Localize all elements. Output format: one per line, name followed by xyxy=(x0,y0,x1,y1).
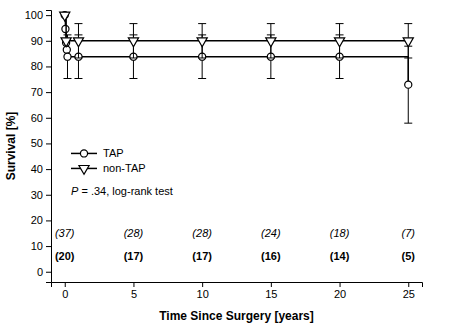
x-tick-mark xyxy=(202,282,203,287)
y-axis: 0 10 20 30 40 50 60 70 80 90 100 xyxy=(25,9,52,282)
y-tick-mark xyxy=(46,66,51,67)
legend-marker xyxy=(79,165,89,174)
x-tick-label: 25 xyxy=(403,288,415,300)
x-tick: 5 xyxy=(131,282,137,300)
y-tick: 30 xyxy=(31,189,51,201)
x-tick: 10 xyxy=(197,282,209,300)
y-tick-mark xyxy=(46,169,51,170)
y-tick: 40 xyxy=(31,163,51,175)
y-tick-label: 40 xyxy=(31,163,43,175)
y-tick-mark xyxy=(46,15,51,16)
y-tick-label: 0 xyxy=(37,266,43,278)
chart: 0 5 10 15 20 25 0 10 20 30 40 50 60 70 80 90 100 (37) (28)… xyxy=(0,0,466,330)
x-tick-mark xyxy=(271,282,272,287)
y-tick: 100 xyxy=(25,9,51,21)
y-tick: 50 xyxy=(31,137,51,149)
y-tick: 60 xyxy=(31,112,51,124)
at-risk-label: (16) xyxy=(261,250,281,262)
x-tick: 25 xyxy=(403,282,415,300)
y-tick-label: 100 xyxy=(25,9,43,21)
at-risk-label: (28) xyxy=(124,227,144,239)
y-tick-mark xyxy=(46,118,51,119)
at-risk-label: (14) xyxy=(330,250,350,262)
plot: 0 5 10 15 20 25 0 10 20 30 40 50 60 70 80 90 100 (37) (28)… xyxy=(25,9,423,300)
y-tick-mark xyxy=(46,41,51,42)
x-tick-mark xyxy=(133,282,134,287)
x-tick: 20 xyxy=(334,282,346,300)
legend-entry: non-TAP xyxy=(71,162,146,174)
series xyxy=(60,12,414,58)
y-tick: 10 xyxy=(31,240,51,252)
y-tick: 90 xyxy=(31,35,51,47)
y-tick: 80 xyxy=(31,60,51,72)
survival-line xyxy=(65,15,409,41)
at-risk-label: (7) xyxy=(402,227,416,239)
at-risk-label: (17) xyxy=(192,250,212,262)
marker xyxy=(73,38,83,47)
x-tick-mark xyxy=(340,282,341,287)
at-risk-label: (18) xyxy=(330,227,350,239)
x-tick: 0 xyxy=(62,282,68,300)
x-tick-label: 5 xyxy=(131,288,137,300)
y-tick-mark xyxy=(46,143,51,144)
marker xyxy=(60,12,70,21)
x-axis-title: Time Since Surgery [years] xyxy=(159,309,314,323)
x-tick-label: 20 xyxy=(334,288,346,300)
x-axis-line xyxy=(52,283,423,288)
error-bar xyxy=(404,46,412,123)
x-tick-label: 10 xyxy=(197,288,209,300)
marker xyxy=(403,38,413,47)
y-axis-title: Survival [%] xyxy=(4,112,18,181)
y-tick-label: 90 xyxy=(31,35,43,47)
legend-label: TAP xyxy=(103,147,124,159)
marker xyxy=(266,38,276,47)
survival-line xyxy=(65,15,409,85)
y-tick: 20 xyxy=(31,214,51,226)
legend-label: non-TAP xyxy=(103,162,146,174)
y-tick-label: 20 xyxy=(31,214,43,226)
marker xyxy=(405,81,412,88)
y-tick: 0 xyxy=(37,266,51,278)
y-tick-label: 80 xyxy=(31,60,43,72)
legend-entry: TAP xyxy=(71,147,124,159)
y-tick-mark xyxy=(46,272,51,273)
y-tick-label: 70 xyxy=(31,86,43,98)
p-value: P = .34, log-rank test xyxy=(71,185,173,197)
series xyxy=(61,12,412,124)
legend: TAP non-TAP xyxy=(71,147,146,174)
y-axis-line xyxy=(46,11,52,283)
at-risk-label: (20) xyxy=(55,250,75,262)
marker xyxy=(63,46,70,53)
x-tick-mark xyxy=(408,282,409,287)
at-risk-label: (5) xyxy=(402,250,416,262)
x-tick-label: 0 xyxy=(62,288,68,300)
y-tick-label: 50 xyxy=(31,137,43,149)
marker xyxy=(334,38,344,47)
at-risk-label: (37) xyxy=(55,227,75,239)
at-risk-label: (24) xyxy=(261,227,281,239)
marker xyxy=(61,38,71,47)
x-tick-label: 15 xyxy=(265,288,277,300)
y-tick-label: 60 xyxy=(31,112,43,124)
y-tick-label: 10 xyxy=(31,240,43,252)
y-tick-mark xyxy=(46,246,51,247)
x-axis: 0 5 10 15 20 25 xyxy=(52,282,423,300)
marker xyxy=(197,38,207,47)
legend-marker xyxy=(80,150,87,157)
at-risk-label: (17) xyxy=(124,250,144,262)
plot-area xyxy=(60,12,414,124)
marker xyxy=(128,38,138,47)
y-tick: 70 xyxy=(31,86,51,98)
y-tick-mark xyxy=(46,195,51,196)
y-tick-mark xyxy=(46,92,51,93)
y-tick-mark xyxy=(46,220,51,221)
x-tick-mark xyxy=(65,282,66,287)
x-tick: 15 xyxy=(265,282,277,300)
marker xyxy=(64,53,71,60)
at-risk-label: (28) xyxy=(192,227,212,239)
y-tick-label: 30 xyxy=(31,189,43,201)
